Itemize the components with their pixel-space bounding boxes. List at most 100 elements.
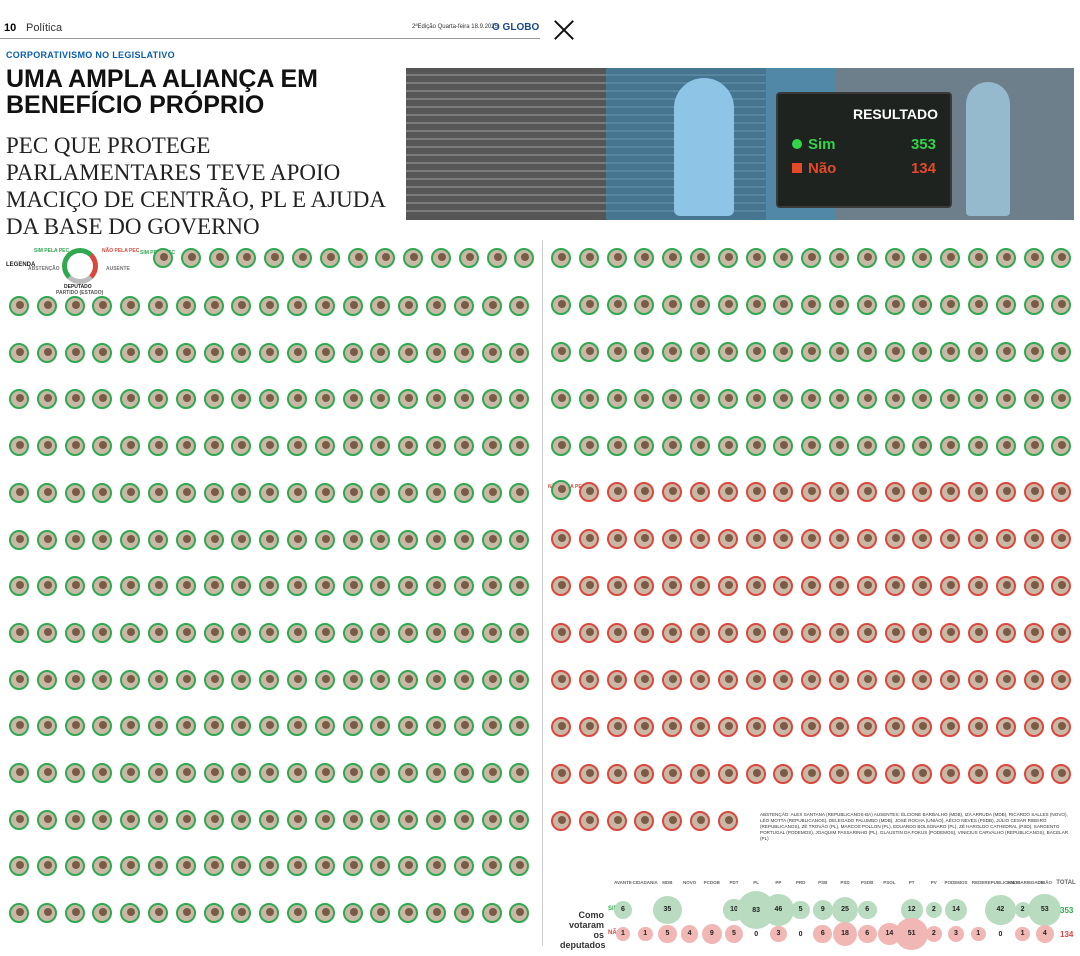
deputy-avatar	[259, 576, 280, 597]
deputy-card	[770, 764, 796, 784]
deputy-card	[423, 436, 449, 457]
deputy-card	[484, 248, 510, 268]
deputy-avatar	[426, 389, 446, 410]
deputy-avatar	[551, 248, 571, 268]
deputy-card	[909, 576, 935, 596]
deputy-card	[34, 296, 60, 316]
deputy-card	[395, 296, 421, 316]
summary-no-bubble: 9	[701, 923, 723, 945]
deputy-avatar	[9, 669, 29, 690]
deputy-card	[548, 717, 574, 737]
deputy-avatar	[662, 529, 683, 549]
deputy-avatar	[884, 482, 905, 502]
deputy-avatar	[398, 576, 419, 597]
deputy-avatar	[36, 669, 57, 690]
deputy-card	[256, 296, 282, 316]
legend-title: LEGENDA	[6, 262, 36, 268]
deputy-avatar	[64, 436, 85, 457]
deputy-avatar	[148, 436, 168, 457]
deputy-card	[604, 670, 630, 690]
deputy-avatar	[578, 717, 599, 737]
deputy-card	[367, 389, 393, 410]
deputy-card	[882, 529, 908, 549]
deputy-avatar	[175, 716, 196, 737]
deputy-card	[854, 717, 880, 737]
article-subhead: PEC QUE PROTEGE PARLAMENTARES TEVE APOIO…	[6, 133, 385, 239]
deputy-card	[826, 342, 852, 362]
deputy-card	[770, 295, 796, 315]
deputy-card	[659, 389, 685, 409]
deputy-avatar	[773, 764, 794, 784]
deputy-card	[340, 903, 366, 924]
deputy-card	[117, 576, 143, 597]
deputy-avatar	[509, 809, 530, 830]
deputy-avatar	[120, 296, 141, 316]
deputy-card	[715, 670, 741, 690]
deputy-avatar	[509, 763, 530, 783]
deputy-avatar	[120, 669, 141, 690]
deputy-card	[576, 623, 602, 643]
deputy-avatar	[92, 342, 113, 363]
deputy-card	[173, 763, 199, 783]
deputy-avatar	[426, 763, 446, 783]
plenary-row	[406, 138, 766, 140]
deputy-avatar	[578, 623, 599, 643]
deputy-avatar	[829, 436, 849, 456]
deputy-avatar	[120, 389, 141, 410]
deputy-avatar	[342, 436, 363, 457]
deputy-card	[423, 296, 449, 316]
deputy-card	[173, 529, 199, 550]
deputy-avatar	[259, 482, 280, 503]
deputy-avatar	[481, 436, 502, 457]
close-icon[interactable]	[552, 18, 576, 42]
deputy-card	[659, 811, 685, 831]
deputy-avatar	[968, 342, 988, 362]
article-headline: UMA AMPLA ALIANÇA EM BENEFÍCIO PRÓPRIO	[6, 65, 318, 119]
deputy-avatar	[148, 576, 168, 597]
deputy-avatar	[453, 903, 474, 924]
deputy-avatar	[458, 248, 479, 268]
deputy-avatar	[287, 856, 307, 877]
no-count: 134	[910, 160, 936, 177]
deputy-avatar	[995, 670, 1016, 690]
deputy-avatar	[64, 389, 85, 410]
deputy-card	[604, 389, 630, 409]
deputy-card	[284, 482, 310, 503]
deputy-card	[117, 856, 143, 877]
deputy-avatar	[912, 295, 933, 315]
deputy-card	[687, 248, 713, 268]
deputy-card	[312, 436, 338, 457]
deputy-card	[317, 248, 343, 268]
deputy-card	[687, 717, 713, 737]
deputy-avatar	[453, 576, 474, 597]
deputy-card	[451, 436, 477, 457]
deputy-card	[395, 389, 421, 410]
deputy-card	[340, 342, 366, 363]
deputy-card	[201, 389, 227, 410]
deputy-card	[576, 811, 602, 831]
deputy-avatar	[148, 903, 168, 924]
deputy-card	[428, 248, 454, 268]
deputy-avatar	[968, 295, 988, 315]
deputy-card	[62, 763, 88, 783]
summary-party-name: PSOL	[883, 880, 896, 885]
legend-party-state: PARTIDO (ESTADO)	[56, 290, 104, 296]
deputy-card	[34, 763, 60, 783]
summary-party-name: REPUBLICANOS	[984, 880, 1021, 885]
deputy-card	[34, 529, 60, 550]
deputy-card	[770, 623, 796, 643]
deputy-card	[62, 622, 88, 643]
deputy-avatar	[662, 389, 683, 409]
deputy-card	[687, 576, 713, 596]
deputy-avatar	[1051, 342, 1072, 362]
deputy-avatar	[175, 856, 196, 877]
deputy-avatar	[431, 248, 451, 268]
deputy-avatar	[486, 248, 507, 268]
deputy-avatar	[314, 436, 335, 457]
deputy-card	[451, 576, 477, 597]
plenary-photo: RESULTADO Sim 353 Não 134	[406, 68, 1074, 220]
deputy-card	[479, 903, 505, 924]
deputy-card	[423, 576, 449, 597]
deputy-card	[6, 482, 32, 503]
deputy-avatar	[662, 295, 683, 315]
